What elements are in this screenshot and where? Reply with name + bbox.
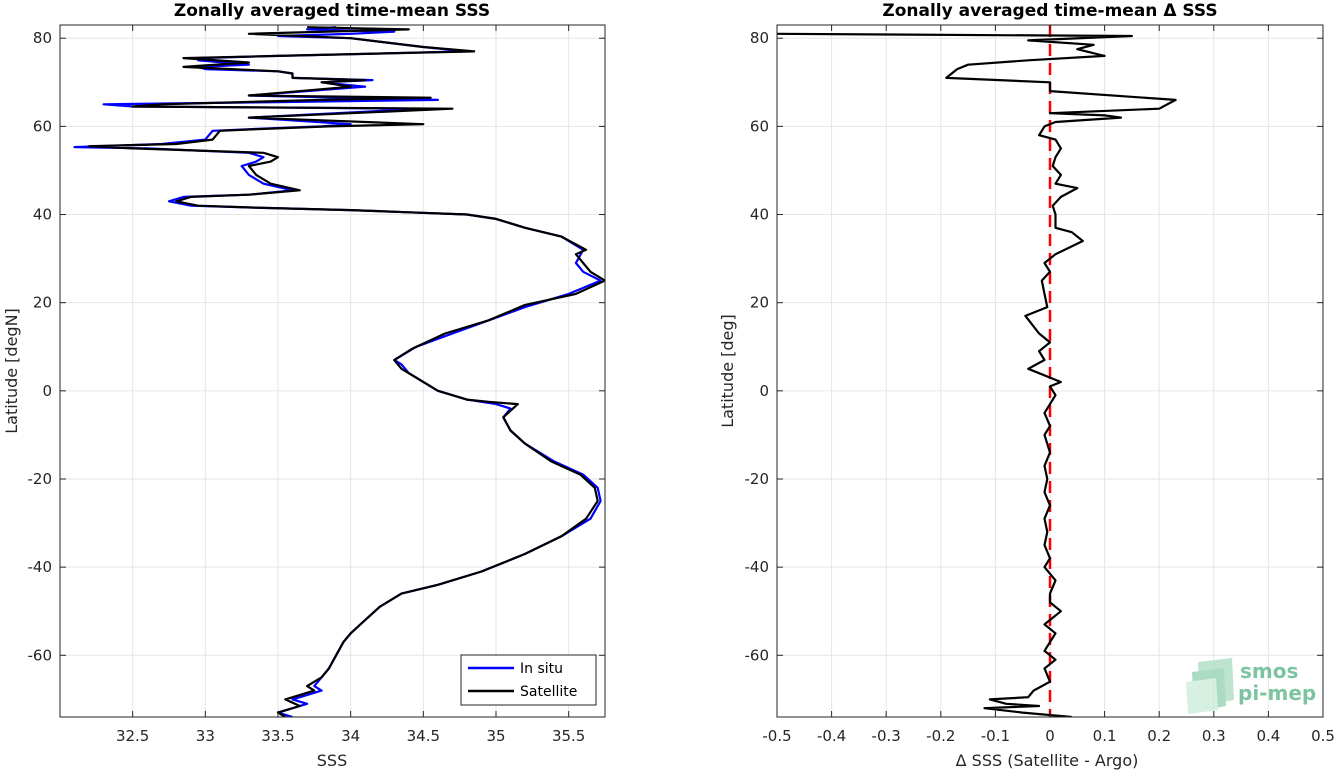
sss-x-label: SSS (317, 751, 347, 770)
sss-x-tick-label: 35.5 (552, 727, 585, 745)
delta-y-tick-label: 80 (750, 29, 769, 47)
sss-y-tick-label: -20 (28, 470, 53, 488)
sss-panel: 32.5 33 33.5 34 34.5 35 35.5 -60 -40 -20 0 20 40 60 8… (2, 1, 606, 770)
legend-label-satellite: Satellite (520, 684, 577, 700)
sss-x-tick-label: 34.5 (407, 727, 440, 745)
delta-y-label: Latitude [deg] (718, 314, 737, 428)
delta-x-tick-label: 0.5 (1311, 727, 1335, 745)
logo-graphic-icon (1186, 658, 1234, 714)
sss-x-tick-label: 33.5 (261, 727, 294, 745)
sss-y-tick-label: 0 (42, 382, 52, 400)
delta-x-tick-label: -0.3 (872, 727, 901, 745)
delta-x-tick-label: 0.4 (1256, 727, 1280, 745)
delta-series-line-delta (777, 32, 1177, 717)
logo-text-pimep: pi-mep (1238, 681, 1316, 705)
sss-y-tick-label: 80 (33, 29, 52, 47)
sss-y-tick-label: -40 (28, 558, 53, 576)
delta-series (777, 25, 1177, 717)
smos-pimep-logo: smos pi-mep (1186, 658, 1316, 714)
sss-y-label: Latitude [degN] (2, 308, 21, 434)
delta-y-tick-label: 60 (750, 117, 769, 135)
sss-y-tick-label: 20 (33, 294, 52, 312)
delta-y-ticks: -60 -40 -20 0 20 40 60 80 (745, 29, 1323, 664)
sss-series (73, 26, 605, 717)
delta-y-tick-label: 40 (750, 206, 769, 224)
sss-y-tick-label: 60 (33, 117, 52, 135)
delta-x-tick-label: -0.4 (817, 727, 846, 745)
sss-x-tick-label: 32.5 (116, 727, 149, 745)
delta-x-tick-label: -0.2 (926, 727, 955, 745)
sss-series-line-satellite (87, 26, 605, 717)
legend: In situ Satellite (460, 654, 597, 706)
sss-x-tick-label: 34 (341, 727, 360, 745)
delta-x-tick-label: 0.1 (1093, 727, 1117, 745)
sss-y-ticks: -60 -40 -20 0 20 40 60 80 (28, 29, 605, 664)
delta-x-tick-label: -0.1 (981, 727, 1010, 745)
sss-x-ticks: 32.5 33 33.5 34 34.5 35 35.5 (116, 25, 585, 745)
sss-x-tick-label: 33 (196, 727, 215, 745)
delta-x-label: Δ SSS (Satellite - Argo) (956, 751, 1139, 770)
logo-text-smos: smos (1240, 659, 1298, 683)
sss-y-tick-label: -60 (28, 646, 53, 664)
delta-sss-panel: -0.5 -0.4 -0.3 -0.2 -0.1 0 0.1 0.2 0.3 0.4 0.5 -60… (718, 1, 1335, 770)
sss-plot-area (60, 25, 605, 717)
delta-y-tick-label: 0 (759, 382, 769, 400)
sss-y-tick-label: 40 (33, 206, 52, 224)
delta-title: Zonally averaged time-mean Δ SSS (882, 1, 1217, 21)
legend-box (460, 654, 597, 706)
delta-x-tick-label: 0.3 (1202, 727, 1226, 745)
sss-x-tick-label: 35 (486, 727, 505, 745)
delta-x-tick-label: 0.2 (1147, 727, 1171, 745)
delta-y-tick-label: 20 (750, 294, 769, 312)
delta-y-tick-label: -40 (745, 558, 770, 576)
delta-x-tick-label: 0 (1045, 727, 1055, 745)
sss-axes-box (59, 24, 606, 718)
delta-x-ticks: -0.5 -0.4 -0.3 -0.2 -0.1 0 0.1 0.2 0.3 0.4 0.5 (762, 25, 1335, 745)
delta-y-tick-label: -20 (745, 470, 770, 488)
delta-x-tick-label: -0.5 (762, 727, 791, 745)
delta-y-tick-label: -60 (745, 646, 770, 664)
sss-title: Zonally averaged time-mean SSS (174, 1, 490, 21)
legend-label-in-situ: In situ (520, 661, 563, 677)
